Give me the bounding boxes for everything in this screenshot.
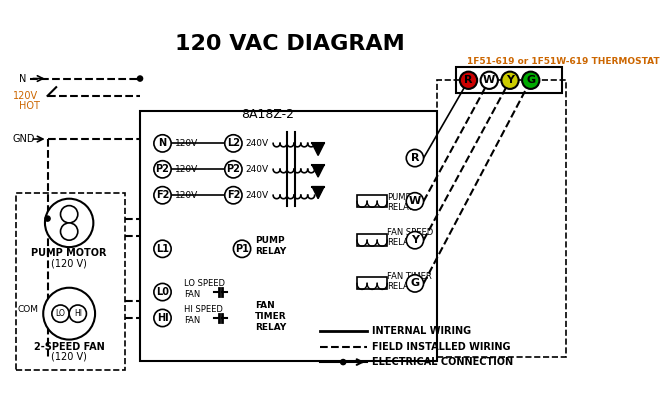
Text: 2-SPEED FAN: 2-SPEED FAN <box>34 341 105 352</box>
Circle shape <box>460 72 477 89</box>
Text: 120V: 120V <box>175 139 198 148</box>
Text: ELECTRICAL CONNECTION: ELECTRICAL CONNECTION <box>372 357 513 367</box>
Text: RELAY: RELAY <box>387 203 413 212</box>
Text: 240V: 240V <box>245 139 269 148</box>
Text: RELAY: RELAY <box>387 282 413 291</box>
Text: RELAY: RELAY <box>387 238 413 247</box>
Text: PUMP MOTOR: PUMP MOTOR <box>31 248 107 258</box>
Bar <box>357 195 387 207</box>
Text: PUMP: PUMP <box>255 235 285 245</box>
Text: LO SPEED: LO SPEED <box>184 279 225 288</box>
Circle shape <box>406 193 423 210</box>
Circle shape <box>154 283 171 301</box>
Text: W: W <box>483 75 495 85</box>
Circle shape <box>233 240 251 257</box>
Bar <box>15 193 125 370</box>
Text: PUMP: PUMP <box>387 193 411 202</box>
Circle shape <box>45 216 50 221</box>
Circle shape <box>69 305 86 322</box>
Text: F2: F2 <box>156 190 170 200</box>
Text: INTERNAL WIRING: INTERNAL WIRING <box>372 326 471 336</box>
Text: P2: P2 <box>155 164 170 174</box>
Bar <box>140 111 437 361</box>
Text: L1: L1 <box>156 244 169 254</box>
Text: TIMER: TIMER <box>255 312 287 321</box>
Text: R: R <box>464 75 473 85</box>
Circle shape <box>522 72 539 89</box>
Text: 120V: 120V <box>175 165 198 174</box>
Text: R: R <box>411 153 419 163</box>
Circle shape <box>154 240 171 257</box>
Text: COM: COM <box>17 305 38 314</box>
Text: HI SPEED: HI SPEED <box>184 305 223 314</box>
Bar <box>456 67 562 93</box>
Text: 120V: 120V <box>175 191 198 200</box>
Text: LO: LO <box>56 309 66 318</box>
Circle shape <box>60 206 78 223</box>
Text: FAN SPEED: FAN SPEED <box>387 228 433 237</box>
Text: 240V: 240V <box>245 165 269 174</box>
Text: G: G <box>410 278 419 288</box>
Text: P2: P2 <box>226 164 241 174</box>
Circle shape <box>406 275 423 292</box>
Circle shape <box>137 76 143 81</box>
Circle shape <box>501 72 519 89</box>
Circle shape <box>406 232 423 249</box>
Circle shape <box>224 135 242 152</box>
Text: F2: F2 <box>226 190 240 200</box>
Text: N: N <box>158 138 167 148</box>
Text: N: N <box>19 74 26 83</box>
Text: 1F51-619 or 1F51W-619 THERMOSTAT: 1F51-619 or 1F51W-619 THERMOSTAT <box>467 57 659 66</box>
Text: FAN: FAN <box>184 316 200 325</box>
Circle shape <box>60 223 78 240</box>
Text: GND: GND <box>13 134 36 144</box>
Polygon shape <box>312 143 324 155</box>
Circle shape <box>44 288 95 339</box>
Text: FAN: FAN <box>184 290 200 299</box>
Circle shape <box>224 186 242 204</box>
Text: FIELD INSTALLED WIRING: FIELD INSTALLED WIRING <box>372 341 510 352</box>
Text: W: W <box>409 196 421 206</box>
Text: (120 V): (120 V) <box>51 352 87 362</box>
Text: RELAY: RELAY <box>255 323 286 332</box>
Text: FAN TIMER: FAN TIMER <box>387 272 432 281</box>
Circle shape <box>154 160 171 178</box>
Text: 120 VAC DIAGRAM: 120 VAC DIAGRAM <box>175 34 405 54</box>
Bar <box>357 234 387 246</box>
Text: 8A18Z-2: 8A18Z-2 <box>241 109 294 122</box>
Text: P1: P1 <box>235 244 249 254</box>
Text: G: G <box>526 75 535 85</box>
Circle shape <box>224 160 242 178</box>
Polygon shape <box>312 186 324 199</box>
Text: (120 V): (120 V) <box>51 259 87 269</box>
Text: HI: HI <box>74 309 82 318</box>
Text: HI: HI <box>157 313 168 323</box>
Text: Y: Y <box>411 235 419 245</box>
Circle shape <box>406 150 423 167</box>
Text: FAN: FAN <box>255 300 275 310</box>
Circle shape <box>45 199 93 247</box>
Text: HOT: HOT <box>19 101 40 111</box>
Text: 240V: 240V <box>245 191 269 200</box>
Bar <box>437 80 566 357</box>
Text: L2: L2 <box>227 138 240 148</box>
Text: 120V: 120V <box>13 91 38 101</box>
Text: L0: L0 <box>156 287 169 297</box>
Circle shape <box>52 305 69 322</box>
Circle shape <box>340 360 346 365</box>
Polygon shape <box>312 165 324 177</box>
Circle shape <box>154 135 171 152</box>
Bar <box>357 277 387 290</box>
Circle shape <box>480 72 498 89</box>
Text: Y: Y <box>506 75 514 85</box>
Circle shape <box>154 186 171 204</box>
Text: RELAY: RELAY <box>255 247 286 256</box>
Circle shape <box>154 309 171 327</box>
